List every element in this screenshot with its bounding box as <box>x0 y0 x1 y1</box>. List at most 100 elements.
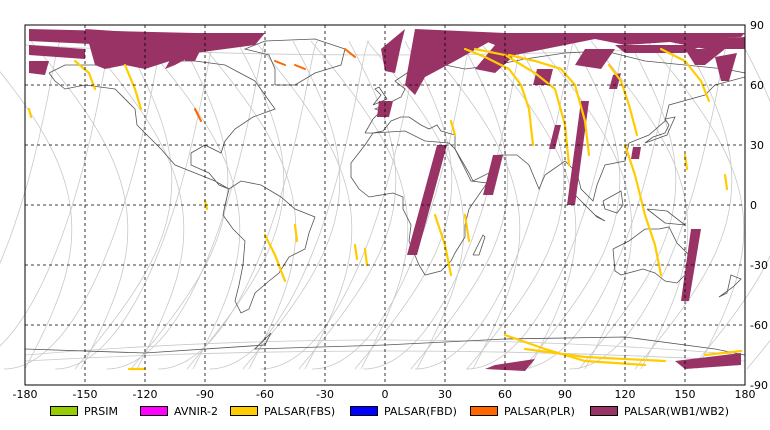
x-tick-label: 150 <box>675 388 696 401</box>
legend-swatch-avnir2 <box>140 406 168 416</box>
swath-palsar-fbs <box>293 223 299 243</box>
swath-palsar-fbs <box>449 119 457 137</box>
orbit-track <box>198 40 297 370</box>
legend-item-palsar-wb: PALSAR(WB1/WB2) <box>590 404 729 418</box>
legend-label-avnir2: AVNIR-2 <box>174 404 218 418</box>
x-tick-label: 90 <box>558 388 572 401</box>
legend-swatch-palsar-fbs <box>230 406 258 416</box>
x-tick-labels: -180 -150 -120 -90 -60 -30 0 30 60 90 120 150 180 <box>13 388 756 401</box>
swath-palsar-wb <box>565 33 745 45</box>
x-tick-label: 120 <box>615 388 636 401</box>
legend-item-palsar-fbd: PALSAR(FBD) <box>350 404 457 418</box>
y-tick-label: 60 <box>750 79 764 92</box>
swath-palsar-wb <box>381 29 405 73</box>
swath-palsar-fbs <box>363 247 369 267</box>
y-tick-label: 90 <box>750 19 764 32</box>
swath-palsar-fbs <box>473 47 571 167</box>
legend-label-prsim: PRSIM <box>84 404 118 418</box>
observation-swaths <box>27 29 745 371</box>
orbit-track <box>24 339 746 356</box>
coastline <box>243 38 346 86</box>
y-tick-label: 0 <box>750 199 757 212</box>
legend-swatch-palsar-fbd <box>350 406 378 416</box>
legend-item-palsar-plr: PALSAR(PLR) <box>470 404 575 418</box>
y-tick-labels: 90 60 30 0 -30 -60 -90 <box>750 19 768 392</box>
y-tick-label: 30 <box>750 139 764 152</box>
plot-frame <box>24 24 746 386</box>
legend-label-palsar-fbs: PALSAR(FBS) <box>264 404 336 418</box>
legend-label-palsar-plr: PALSAR(PLR) <box>504 404 575 418</box>
swath-palsar-wb <box>29 45 85 59</box>
swath-palsar-fbs <box>463 47 535 147</box>
swath-palsar-wb <box>405 29 505 95</box>
swath-palsar-fbs <box>27 107 33 119</box>
x-tick-label: -180 <box>13 388 38 401</box>
swath-palsar-plr <box>294 64 306 70</box>
legend-label-palsar-fbd: PALSAR(FBD) <box>384 404 457 418</box>
coastline <box>350 130 488 276</box>
legend-swatch-palsar-wb <box>590 406 618 416</box>
swath-palsar-wb <box>483 155 503 195</box>
x-tick-label: -90 <box>196 388 214 401</box>
swath-palsar-fbs <box>433 213 453 277</box>
coastline <box>48 60 276 190</box>
coastline <box>718 274 742 298</box>
swath-palsar-fbs <box>703 349 743 357</box>
swath-palsar-wb <box>685 49 725 65</box>
swath-palsar-wb <box>185 41 205 61</box>
swath-palsar-wb <box>609 73 621 89</box>
legend-item-prsim: PRSIM <box>50 404 118 418</box>
orbit-track <box>209 40 370 370</box>
swath-palsar-plr <box>274 60 286 66</box>
swath-palsar-wb <box>675 353 741 369</box>
swath-palsar-wb <box>85 29 145 69</box>
swath-palsar-fbs <box>123 63 143 111</box>
x-tick-label: -60 <box>256 388 274 401</box>
swath-palsar-wb <box>29 61 49 75</box>
swath-palsar-wb <box>485 359 535 371</box>
legend-label-palsar-wb: PALSAR(WB1/WB2) <box>624 404 730 418</box>
swath-palsar-fbs <box>507 53 591 157</box>
x-tick-label: 60 <box>498 388 512 401</box>
coastline <box>574 194 606 222</box>
swath-palsar-fbs <box>263 233 287 283</box>
swath-palsar-fbs <box>73 59 97 91</box>
orbit-track <box>30 40 129 370</box>
swath-palsar-fbs <box>353 243 359 261</box>
legend-swatch-prsim <box>50 406 78 416</box>
orbit-track <box>466 40 627 370</box>
x-tick-label: 180 <box>735 388 756 401</box>
swath-palsar-wb <box>549 125 561 149</box>
swath-palsar-wb <box>407 145 447 255</box>
swath-palsar-wb <box>715 53 737 81</box>
swath-palsar-wb <box>575 49 615 69</box>
legend-item-palsar-fbs: PALSAR(FBS) <box>230 404 335 418</box>
orbit-track <box>312 40 473 370</box>
legend: PRSIM AVNIR-2 PALSAR(FBS) PALSAR(FBD) PA… <box>0 400 770 422</box>
y-tick-label: -30 <box>750 259 768 272</box>
orbit-track <box>0 40 62 265</box>
orbit-track <box>186 40 285 370</box>
orbit-track <box>106 40 267 370</box>
swath-palsar-fbs <box>659 47 711 103</box>
y-tick-label: -60 <box>750 319 768 332</box>
swath-palsar-plr <box>194 108 202 122</box>
orbit-track <box>690 40 770 370</box>
coastline <box>602 190 624 214</box>
coastline <box>472 234 486 256</box>
x-tick-label: -30 <box>316 388 334 401</box>
x-tick-label: 30 <box>438 388 452 401</box>
coastline <box>222 180 316 314</box>
x-tick-label: -120 <box>133 388 158 401</box>
grid-lines <box>25 25 745 385</box>
x-tick-label: -150 <box>73 388 98 401</box>
swath-palsar-wb <box>533 69 553 85</box>
orbit-track <box>366 40 465 370</box>
swath-palsar-wb <box>567 101 589 205</box>
swath-palsar-fbs <box>463 213 471 243</box>
orbit-track <box>354 40 453 370</box>
legend-swatch-palsar-plr <box>470 406 498 416</box>
legend-item-avnir2: AVNIR-2 <box>140 404 218 418</box>
swath-palsar-fbs <box>523 347 667 363</box>
